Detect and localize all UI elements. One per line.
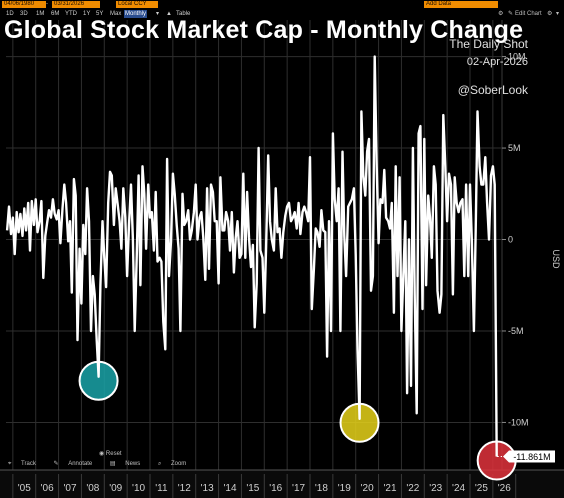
x-tick-label: '20 (361, 483, 374, 494)
last-value-box (509, 450, 555, 463)
frequency-select[interactable]: Monthly (124, 10, 148, 18)
x-tick-label: '12 (178, 483, 191, 494)
x-tick-label: '08 (86, 483, 99, 494)
x-tick-label: '16 (269, 483, 282, 494)
annotate-tool[interactable]: ✎ Annotate (54, 461, 101, 467)
chart-title: Global Stock Market Cap - Monthly Change (4, 16, 524, 44)
x-tick-label: '24 (452, 483, 465, 494)
track-icon: ⌖ (8, 461, 14, 467)
reset-button[interactable]: ◉ Reset (99, 450, 122, 457)
pencil-icon: ✎ (53, 461, 61, 467)
settings-icon[interactable]: ⚙ (547, 11, 553, 17)
x-tick-label: '15 (246, 483, 259, 494)
series-line (5, 55, 498, 457)
table-button[interactable]: Table (176, 11, 191, 17)
toolbar: 04/06/1980 - 03/31/2026 Local CCY Add Da… (0, 0, 564, 20)
range-3d[interactable]: 3D (20, 11, 28, 17)
annotate-label: Annotate (68, 461, 93, 467)
y-tick-label: -5M (508, 326, 524, 336)
x-tick-label: '23 (429, 483, 442, 494)
x-tick-label: '14 (223, 483, 236, 494)
add-data-button[interactable]: Add Data (424, 1, 498, 8)
date-separator: - (46, 1, 48, 7)
news-label: News (125, 461, 141, 467)
x-tick-label: '11 (155, 483, 168, 494)
menu-chevron-icon[interactable]: ▾ (556, 11, 560, 17)
track-label: Track (21, 461, 36, 467)
range-ytd[interactable]: YTD (65, 11, 77, 17)
x-tick-label: '06 (41, 483, 54, 494)
y-tick-label: 0 (508, 235, 513, 245)
x-tick-label: '17 (292, 483, 305, 494)
zoom-tool[interactable]: ⌕ Zoom (158, 461, 194, 467)
x-tick-label: '09 (109, 483, 122, 494)
chart-type-icon[interactable]: ▲ (166, 11, 172, 17)
y-axis: 10M 5M 0 -5M -10M USD (501, 20, 561, 470)
reset-label: Reset (105, 451, 122, 457)
range-6m[interactable]: 6M (51, 11, 60, 17)
last-value-pointer (503, 450, 509, 463)
range-1y[interactable]: 1Y (83, 11, 91, 17)
edit-icon[interactable]: ✎ (508, 11, 514, 17)
chart-tools: ⌖ Track ✎ Annotate ▤ News ⌕ Zoom (8, 460, 202, 468)
currency-select[interactable]: Local CCY (116, 1, 158, 8)
edit-chart-button[interactable]: Edit Chart (515, 11, 542, 17)
x-axis: '05 '06 '07 '08 '09 '10 '11 '12 '13 '14 '15 '16 '17 '… (0, 469, 564, 498)
end-date-field[interactable]: 03/31/2026 (52, 1, 100, 8)
x-tick-label: '21 (383, 483, 396, 494)
x-tick-label: '13 (201, 483, 214, 494)
y-axis-label: USD (551, 249, 561, 269)
x-tick-label: '25 (475, 483, 488, 494)
source-date: 02-Apr-2026 (466, 56, 528, 68)
gear-icon[interactable]: ⚙ (498, 11, 504, 17)
chevron-down-icon[interactable]: ▾ (156, 11, 160, 17)
start-date-field[interactable]: 04/06/1980 (2, 1, 46, 8)
x-tick-label: '10 (132, 483, 145, 494)
range-1d[interactable]: 1D (6, 11, 14, 17)
last-value-marker: -11.861M (496, 450, 555, 463)
zoom-icon: ⌕ (157, 461, 163, 467)
x-tick-label: '05 (18, 483, 31, 494)
range-5y[interactable]: 5Y (96, 11, 104, 17)
x-tick-label: '07 (63, 483, 76, 494)
track-tool[interactable]: ⌖ Track (8, 461, 44, 467)
source-handle: @SoberLook (457, 83, 528, 97)
reset-icon: ◉ (99, 451, 106, 457)
x-tick-label: '26 (498, 483, 511, 494)
y-tick-label: 10M (508, 52, 526, 62)
x-tick-label: '19 (338, 483, 351, 494)
y-tick-label: -10M (508, 417, 529, 427)
range-max[interactable]: Max (110, 11, 122, 17)
last-value-label: -11.861M (513, 452, 550, 462)
zoom-label: Zoom (170, 461, 187, 467)
news-icon: ▤ (109, 461, 118, 467)
news-tool[interactable]: ▤ News (110, 461, 148, 467)
x-tick-label: '22 (406, 483, 419, 494)
source-name: The Daily Shot (449, 37, 528, 51)
range-1m[interactable]: 1M (36, 11, 45, 17)
x-tick-label: '18 (315, 483, 328, 494)
y-tick-label: 5M (508, 143, 521, 153)
